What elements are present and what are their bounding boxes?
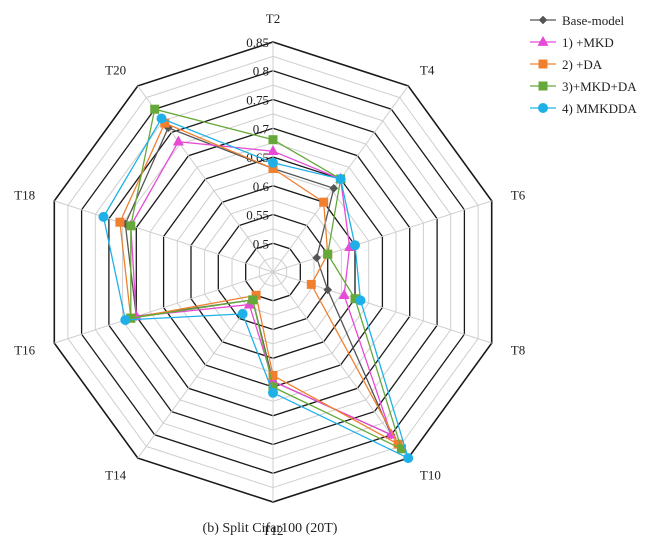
radar-spoke [272, 271, 409, 459]
legend-item: 3)+MKD+DA [530, 79, 637, 94]
radial-tick-labels: 0.50.550.60.650.70.750.80.85 [246, 35, 269, 251]
category-label: T16 [14, 342, 35, 357]
data-point [237, 308, 248, 319]
series [98, 113, 414, 464]
category-label: T8 [511, 342, 525, 357]
data-point [329, 183, 339, 193]
chart-caption: (b) Split Cifar100 (20T) [203, 521, 338, 536]
category-label: T2 [266, 11, 280, 26]
data-point [156, 113, 167, 124]
radial-tick-label: 0.5 [253, 236, 269, 251]
series-layer [98, 104, 414, 464]
data-point [120, 315, 131, 325]
radial-tick-label: 0.75 [246, 93, 269, 108]
category-label: T18 [14, 188, 35, 203]
legend-label: 2) +DA [562, 57, 603, 72]
radial-tick-label: 0.6 [253, 179, 270, 194]
legend-label: 3)+MKD+DA [562, 79, 637, 94]
category-label: T10 [420, 467, 441, 482]
series-line [124, 126, 393, 437]
category-label: T20 [105, 63, 126, 78]
data-point [335, 174, 346, 184]
data-point [150, 104, 160, 114]
data-point [306, 279, 316, 289]
series [120, 123, 396, 440]
data-point [338, 289, 350, 299]
radial-tick-label: 0.55 [246, 208, 269, 223]
radar-spoke [272, 200, 492, 273]
data-point [319, 197, 329, 207]
data-point [403, 453, 414, 464]
data-point [248, 295, 258, 305]
radial-tick-label: 0.7 [253, 121, 270, 136]
data-point [268, 135, 278, 145]
category-label: T12 [263, 523, 284, 538]
legend: Base-model 1) +MKD 2) +DA 3)+MKD+DA 4) MMKDD… [530, 13, 637, 116]
data-point [268, 387, 278, 398]
data-point [172, 135, 184, 146]
radar-spoke [54, 200, 274, 273]
legend-marker [537, 35, 549, 46]
data-point [323, 249, 333, 259]
legend-marker [538, 59, 548, 69]
data-point [323, 285, 333, 295]
data-point [115, 217, 125, 227]
data-point [126, 221, 136, 231]
data-point [355, 295, 366, 306]
category-label: T14 [105, 467, 126, 482]
legend-item: Base-model [530, 13, 624, 28]
series [115, 118, 403, 449]
legend-label: Base-model [562, 13, 624, 28]
legend-marker [538, 81, 548, 91]
legend-item: 2) +DA [530, 57, 603, 72]
data-point [268, 371, 278, 380]
data-point [350, 240, 360, 251]
radial-tick-label: 0.85 [246, 35, 269, 50]
radar-spoke [54, 271, 274, 344]
data-point [98, 211, 109, 222]
category-labels: T2 T4 T6 T8 T10 T12 T14 T16 T18 T20 [14, 11, 525, 538]
legend-marker [538, 103, 548, 113]
radial-tick-label: 0.8 [253, 64, 269, 79]
data-point [312, 253, 322, 263]
legend-item: 1) +MKD [530, 35, 614, 50]
category-label: T6 [511, 188, 526, 203]
legend-label: 1) +MKD [562, 35, 614, 50]
data-point [267, 145, 279, 156]
legend-item: 4) MMKDDA [530, 101, 637, 116]
category-label: T4 [420, 63, 435, 78]
legend-label: 4) MMKDDA [562, 101, 637, 116]
legend-marker [538, 15, 548, 25]
data-point [268, 157, 278, 168]
